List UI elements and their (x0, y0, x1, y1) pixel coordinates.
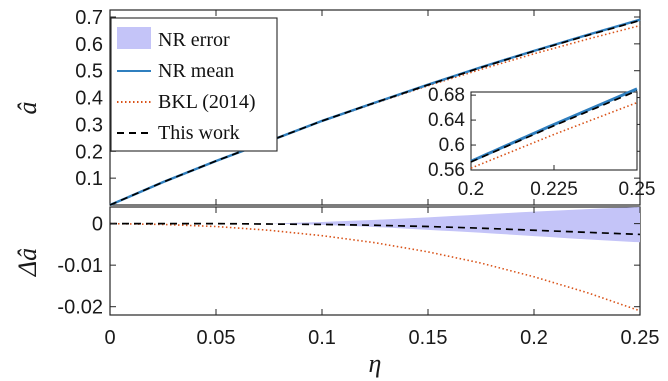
bottom-xtick-label: 0.25 (621, 327, 660, 349)
bottom-ytick-label: -0.02 (57, 297, 103, 319)
top-ytick-label: 0.5 (75, 61, 103, 83)
top-series-bkl-2014 (109, 24, 641, 206)
top-ylabel: â (13, 102, 42, 115)
bottom-xtick-label: 0.1 (308, 327, 336, 349)
legend-label-nr-error: NR error (158, 29, 230, 51)
inset-ytick-label: 0.6 (439, 135, 465, 156)
legend-label-this-work: This work (158, 122, 240, 144)
bottom-xtick-label: 0.15 (409, 327, 448, 349)
top-panel: 0.1 0.2 0.3 0.4 0.5 0.6 0.7 â NR error NR mean… (13, 7, 655, 207)
inset-frame (470, 91, 638, 171)
bottom-series-this-work (110, 222, 641, 236)
legend-swatch-nr-error (117, 27, 151, 49)
bottom-ytick-label: 0 (92, 214, 103, 236)
top-series-this-work (109, 19, 641, 206)
inset-xtick-label: 0.225 (530, 179, 578, 200)
x-axis-label: η (369, 349, 382, 378)
bottom-ytick-label: -0.01 (57, 255, 103, 277)
bottom-xtick-label: 0.05 (197, 327, 236, 349)
inset-ytick-label: 0.56 (428, 160, 465, 181)
inset-xtick-label: 0.25 (619, 179, 656, 200)
top-ytick-label: 0.4 (75, 88, 103, 110)
bottom-xtick-label: 0.2 (520, 327, 548, 349)
legend-label-nr-mean: NR mean (158, 60, 234, 82)
legend: NR error NR mean BKL (2014) This work (110, 17, 278, 152)
bottom-panel: 0-0.01-0.020 0.05 0.1 0.15 0.2 0.25 Δâ η (13, 206, 660, 378)
bottom-xtick-label: 0 (104, 327, 115, 349)
inset: 0.56 0.6 0.64 0.68 0.2 0.225 0.25 (428, 85, 655, 200)
top-ytick-label: 0.7 (75, 7, 103, 29)
bottom-series-bkl-2014 (109, 222, 641, 312)
inset-ytick-label: 0.64 (428, 110, 465, 131)
inset-series-this-work (470, 89, 638, 163)
inset-series-bkl-2014 (470, 101, 638, 169)
bottom-ylabel: Δâ (13, 248, 42, 277)
top-ytick-label: 0.6 (75, 34, 103, 56)
top-ytick-label: 0.2 (75, 141, 103, 163)
top-ytick-label: 0.1 (75, 168, 103, 190)
top-ytick-label: 0.3 (75, 114, 103, 136)
inset-ytick-label: 0.68 (428, 85, 465, 106)
legend-label-bkl: BKL (2014) (158, 91, 256, 113)
inset-xtick-label: 0.2 (458, 179, 484, 200)
